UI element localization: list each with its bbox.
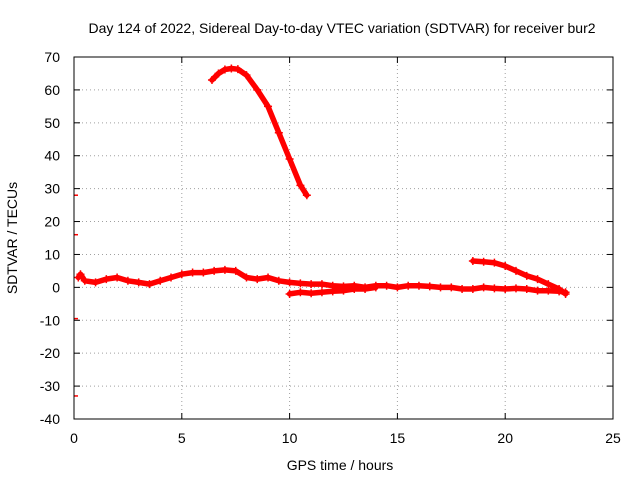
data-point [210,266,219,275]
data-point [522,285,531,294]
data-point [233,65,242,74]
x-tick-label: 10 [282,430,298,446]
data-point [145,280,154,289]
y-tick-label: -40 [40,411,60,427]
data-point [404,281,413,290]
data-point [285,155,294,164]
data-point [501,285,510,294]
data-point [533,286,542,295]
data-point [561,289,570,298]
data-point [220,65,229,74]
data-point [479,283,488,292]
data-point [113,273,122,282]
data-point [214,69,223,78]
data-point [425,282,434,291]
data-point [102,275,111,284]
y-tick-label: 0 [52,279,60,295]
data-point [371,283,380,292]
data-point [307,289,316,298]
data-point [264,102,273,111]
data-point [458,285,467,294]
data-point [76,270,85,279]
data-point [490,258,499,267]
data-point [199,268,208,277]
data-point [134,278,143,287]
axis-ticks: 0 5 10 15 20 25 -40 -30 -20 -10 0 10 20 30 40 50 60 70 [40,49,621,446]
data-point [393,283,402,292]
x-tick-label: 5 [178,430,186,446]
data-point [361,285,370,294]
data-point [188,268,197,277]
y-tick-label: 20 [44,214,60,230]
data-point [302,191,311,200]
data-point [511,266,520,275]
data-point [167,273,176,282]
x-tick-label: 20 [497,430,513,446]
data-point [501,261,510,270]
data-point [382,281,391,290]
data-point [350,285,359,294]
data-point [555,285,564,294]
data-point [91,278,100,287]
data-point [414,281,423,290]
data-point [339,286,348,295]
y-tick-label: 10 [44,246,60,262]
y-tick-label: -30 [40,378,60,394]
y-tick-label: 30 [44,181,60,197]
x-axis-label: GPS time / hours [287,457,394,473]
data-point [207,76,216,85]
y-axis-label: SDTVAR / TECUs [4,182,20,294]
data-point [511,284,520,293]
data-point [231,266,240,275]
data-point [285,278,294,287]
chart-title: Day 124 of 2022, Sidereal Day-to-day VTE… [88,20,595,36]
data-point [123,276,132,285]
data-point [468,257,477,266]
data-point [285,289,294,298]
data-point [317,288,326,297]
y-tick-label: -10 [40,312,60,328]
data-point [522,271,531,280]
x-tick-label: 0 [70,430,78,446]
data-point [328,287,337,296]
data-point [479,257,488,266]
data-point [156,276,165,285]
data-point [436,283,445,292]
y-tick-label: 70 [44,49,60,65]
data-point [242,273,251,282]
series-line-arc-late [470,258,569,297]
data-point [274,128,283,137]
data-point [253,85,262,94]
data-point [296,181,305,190]
grid-lines [74,57,613,419]
data-point [242,71,251,80]
y-tick-label: -20 [40,345,60,361]
data-point [296,288,305,297]
data-point [317,280,326,289]
data-point [80,276,89,285]
data-point [447,283,456,292]
data-point [533,275,542,284]
data-point [253,275,262,284]
data-point [544,280,553,289]
y-tick-label: 40 [44,148,60,164]
data-point [307,280,316,289]
y-tick-label: 60 [44,82,60,98]
data-point [177,270,186,279]
y-tick-label: 50 [44,115,60,131]
data-point [274,276,283,285]
data-point [468,285,477,294]
data-point [220,265,229,274]
data-point [490,284,499,293]
x-tick-label: 25 [605,430,621,446]
data-point [264,273,273,282]
x-tick-label: 15 [390,430,406,446]
data-series [74,64,570,397]
data-point [296,279,305,288]
plot-border [73,56,614,420]
